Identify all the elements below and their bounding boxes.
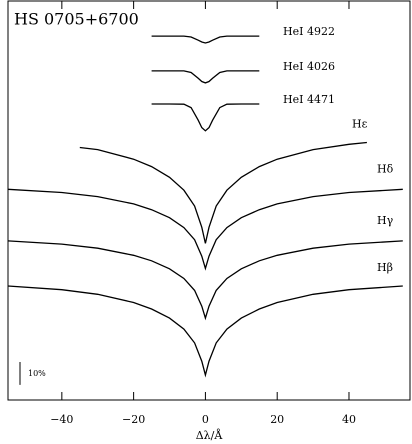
x-axis-label: Δλ/Å bbox=[196, 428, 224, 442]
model-profile bbox=[151, 70, 260, 84]
series-label: Hγ bbox=[377, 214, 394, 227]
chart-title: HS 0705+6700 bbox=[14, 10, 139, 29]
series-label: Hε bbox=[352, 117, 368, 130]
x-tick-label: 0 bbox=[202, 413, 209, 426]
series-label: Hδ bbox=[377, 162, 394, 175]
model-profile bbox=[7, 188, 403, 271]
x-tick-label: −20 bbox=[122, 413, 145, 426]
series-label: HeI 4922 bbox=[283, 25, 335, 38]
model-profile bbox=[7, 285, 403, 378]
x-tick-label: 40 bbox=[342, 413, 356, 426]
series-label: Hβ bbox=[377, 261, 393, 274]
model-profile bbox=[151, 35, 260, 44]
model-profile bbox=[151, 103, 260, 132]
model-profile bbox=[79, 141, 367, 244]
scale-bar-label: 10% bbox=[28, 369, 46, 378]
plot-frame bbox=[7, 0, 411, 401]
series-label: HeI 4026 bbox=[283, 60, 335, 73]
x-tick-label: −40 bbox=[50, 413, 73, 426]
x-tick-label: 20 bbox=[270, 413, 284, 426]
model-profile bbox=[7, 240, 403, 321]
series-label: HeI 4471 bbox=[283, 93, 335, 106]
